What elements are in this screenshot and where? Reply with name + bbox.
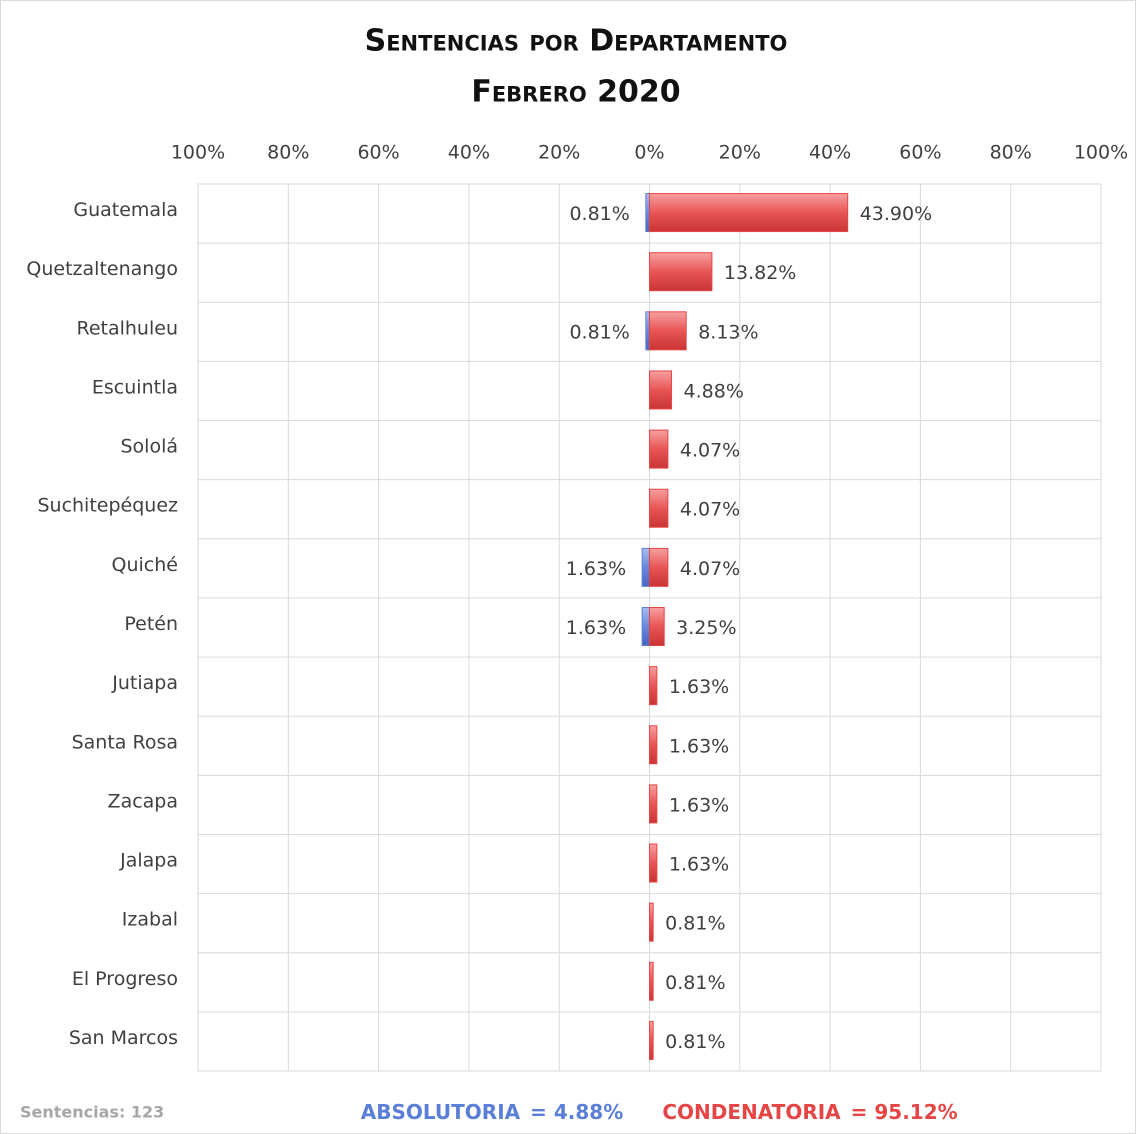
bar: [649, 488, 669, 528]
bar: [641, 547, 651, 587]
bar: [645, 193, 650, 233]
legend-name: ABSOLUTORIA: [361, 1100, 521, 1124]
x-tick-label: 80%: [267, 142, 309, 164]
bar: [649, 607, 665, 646]
bar: [649, 370, 673, 410]
value-label: 4.07%: [680, 499, 740, 521]
x-tick-label: 20%: [538, 142, 580, 164]
value-label: 0.81%: [569, 203, 629, 225]
x-tick-label: 20%: [719, 142, 761, 164]
chart-title: Sentencias por Departamento: [365, 24, 788, 59]
category-label: San Marcos: [69, 1027, 178, 1049]
category-label: Guatemala: [73, 199, 178, 221]
bar: [649, 843, 658, 883]
category-label: Suchitepéquez: [37, 495, 178, 517]
x-tick-label: 40%: [448, 142, 490, 164]
value-label: 0.81%: [665, 972, 725, 994]
category-label: Escuintla: [92, 376, 178, 398]
value-label: 4.07%: [680, 558, 740, 580]
x-tick-label: 80%: [990, 142, 1032, 164]
category-label: Santa Rosa: [72, 731, 178, 753]
bar: [649, 311, 687, 351]
x-tick-label: 60%: [357, 142, 399, 164]
category-label: Retalhuleu: [76, 317, 178, 339]
x-tick-label: 40%: [809, 142, 851, 164]
value-label: 43.90%: [860, 203, 932, 225]
legend-total: = 95.12%: [851, 1100, 958, 1124]
value-label: 0.81%: [665, 913, 725, 935]
value-label: 1.63%: [566, 617, 626, 639]
category-label: Quetzaltenango: [26, 258, 178, 280]
x-tick-label: 0%: [634, 142, 664, 164]
category-label: Zacapa: [108, 790, 178, 812]
category-label: El Progreso: [72, 968, 178, 990]
value-label: 3.25%: [676, 617, 736, 639]
bar: [649, 252, 713, 292]
bar: [649, 902, 654, 942]
category-label: Jutiapa: [111, 672, 178, 694]
note: Sentencias: 123: [20, 1103, 164, 1122]
bar: [649, 784, 658, 824]
bar: [649, 961, 654, 1001]
category-label: Petén: [124, 613, 178, 635]
x-tick-label: 100%: [1074, 142, 1128, 164]
value-label: 1.63%: [566, 558, 626, 580]
bar: [649, 547, 669, 587]
category-label: Izabal: [122, 909, 178, 931]
value-label: 4.07%: [680, 440, 740, 462]
value-label: 0.81%: [665, 1031, 725, 1053]
bar: [649, 193, 849, 233]
value-label: 8.13%: [698, 321, 758, 343]
value-label: 13.82%: [724, 262, 796, 284]
legend-total: = 4.88%: [530, 1100, 623, 1124]
legend-entry: ABSOLUTORIA = 4.88%: [361, 1100, 623, 1124]
bar: [649, 725, 658, 765]
category-label: Quiché: [112, 554, 178, 576]
bar: [641, 607, 651, 646]
value-label: 1.63%: [669, 735, 729, 757]
legend-entry: CONDENATORIA = 95.12%: [662, 1100, 957, 1124]
bar: [649, 666, 658, 706]
value-label: 0.81%: [569, 321, 629, 343]
chart-subtitle: Febrero 2020: [471, 75, 680, 110]
category-label: Sololá: [120, 436, 178, 458]
value-label: 1.63%: [669, 676, 729, 698]
x-tick-label: 60%: [899, 142, 941, 164]
value-label: 1.63%: [669, 854, 729, 876]
legend-name: CONDENATORIA: [662, 1100, 841, 1124]
bar: [649, 1020, 654, 1060]
bar: [645, 311, 650, 351]
x-tick-label: 100%: [171, 142, 225, 164]
value-label: 1.63%: [669, 794, 729, 816]
value-label: 4.88%: [684, 380, 744, 402]
category-label: Jalapa: [119, 850, 178, 872]
bar: [649, 429, 669, 469]
